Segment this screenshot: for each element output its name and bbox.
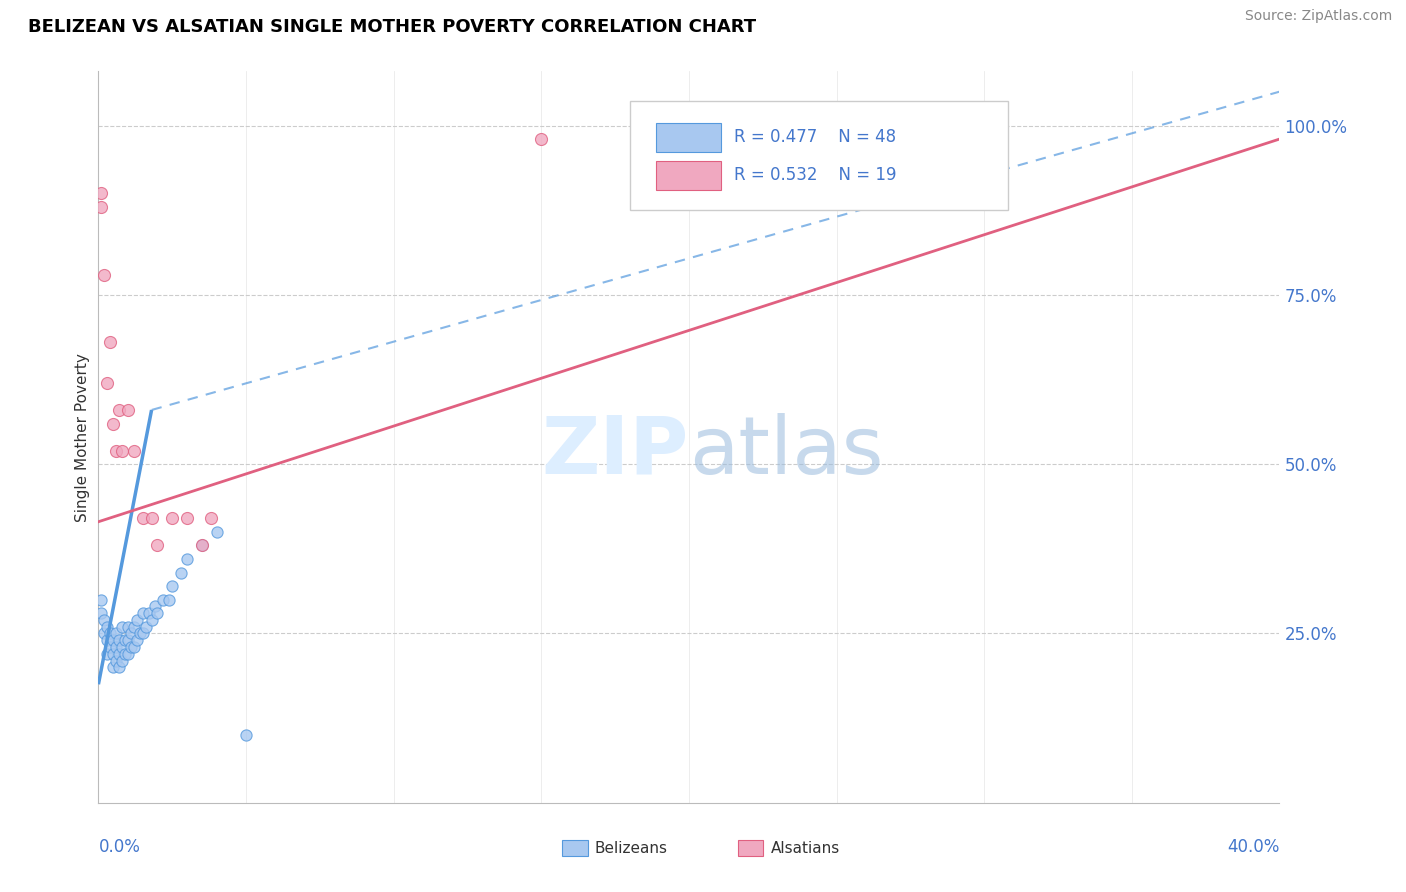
Point: [176, 511, 198, 525]
Text: Belizeans: Belizeans: [595, 841, 668, 855]
Point: [162, 579, 183, 593]
Point: [108, 660, 131, 674]
Point: [90, 186, 112, 201]
Point: [103, 647, 125, 661]
Y-axis label: Single Mother Poverty: Single Mother Poverty: [75, 352, 90, 522]
Point: [114, 647, 136, 661]
Point: [235, 728, 257, 742]
Point: [90, 606, 112, 620]
Point: [117, 633, 139, 648]
Point: [132, 511, 155, 525]
Point: [98, 640, 121, 654]
Point: [146, 606, 169, 620]
Bar: [655, 161, 721, 190]
Point: [105, 626, 128, 640]
Point: [108, 633, 131, 648]
Text: 0.0%: 0.0%: [98, 838, 141, 856]
Point: [170, 566, 193, 580]
Point: [191, 538, 214, 552]
Point: [98, 335, 121, 350]
Point: [120, 626, 142, 640]
Text: R = 0.532    N = 19: R = 0.532 N = 19: [734, 166, 896, 185]
Point: [103, 660, 125, 674]
Point: [105, 443, 128, 458]
Point: [90, 592, 112, 607]
Point: [96, 376, 118, 390]
Point: [117, 620, 139, 634]
Point: [108, 647, 131, 661]
Text: ZIP: ZIP: [541, 413, 689, 491]
Point: [138, 606, 160, 620]
Point: [111, 654, 134, 668]
Point: [125, 613, 148, 627]
Point: [114, 633, 136, 648]
Point: [111, 640, 134, 654]
Point: [132, 626, 155, 640]
Point: [111, 620, 134, 634]
Point: [103, 633, 125, 648]
Point: [141, 511, 163, 525]
Point: [152, 592, 174, 607]
Point: [122, 620, 145, 634]
Point: [90, 200, 112, 214]
FancyBboxPatch shape: [630, 101, 1008, 211]
Point: [530, 132, 553, 146]
Point: [162, 511, 183, 525]
Point: [122, 640, 145, 654]
Bar: [655, 122, 721, 152]
Point: [108, 403, 131, 417]
Text: atlas: atlas: [689, 413, 883, 491]
Point: [111, 443, 134, 458]
Point: [132, 606, 155, 620]
Point: [176, 552, 198, 566]
Text: 40.0%: 40.0%: [1227, 838, 1279, 856]
Point: [96, 647, 118, 661]
Point: [98, 626, 121, 640]
Point: [122, 443, 145, 458]
Text: Source: ZipAtlas.com: Source: ZipAtlas.com: [1244, 9, 1392, 23]
Point: [105, 640, 128, 654]
Point: [141, 613, 163, 627]
Point: [96, 633, 118, 648]
Point: [93, 626, 115, 640]
Point: [157, 592, 180, 607]
Point: [93, 268, 115, 282]
Point: [128, 626, 150, 640]
Point: [143, 599, 166, 614]
Point: [125, 633, 148, 648]
Point: [103, 417, 125, 431]
Point: [120, 640, 142, 654]
Point: [105, 654, 128, 668]
Point: [146, 538, 169, 552]
Point: [191, 538, 214, 552]
Point: [117, 647, 139, 661]
Point: [93, 613, 115, 627]
Point: [205, 524, 228, 539]
Text: R = 0.477    N = 48: R = 0.477 N = 48: [734, 128, 896, 146]
Text: BELIZEAN VS ALSATIAN SINGLE MOTHER POVERTY CORRELATION CHART: BELIZEAN VS ALSATIAN SINGLE MOTHER POVER…: [28, 18, 756, 36]
Point: [200, 511, 222, 525]
Point: [135, 620, 157, 634]
Point: [117, 403, 139, 417]
Point: [96, 620, 118, 634]
Text: Alsatians: Alsatians: [770, 841, 839, 855]
